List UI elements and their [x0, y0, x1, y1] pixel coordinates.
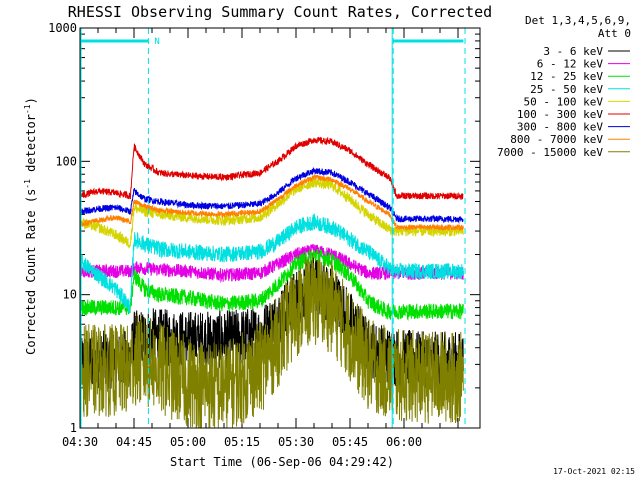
chart-title: RHESSI Observing Summary Count Rates, Co…: [68, 3, 492, 21]
x-axis-label: Start Time (06-Sep-06 04:29:42): [170, 455, 394, 469]
plot-area: 1 10 100 1000 04:30 04:45 05:00 05:15 05:30 05:45…: [48, 21, 481, 449]
y-tick-label: 1: [70, 421, 77, 435]
series-line: [79, 212, 464, 314]
y-tick-label: 100: [55, 154, 77, 168]
legend-label: 50 - 100 keV: [524, 95, 604, 108]
legend-label: 6 - 12 keV: [537, 58, 604, 71]
legend-label: 12 - 25 keV: [530, 70, 603, 83]
series-line: [79, 167, 464, 225]
legend-label: 800 - 7000 keV: [510, 133, 603, 146]
series-line: [79, 177, 464, 249]
legend-header-1: Det 1,3,4,5,6,9,: [525, 14, 631, 27]
x-tick-label: 05:00: [170, 435, 206, 449]
legend-label: 100 - 300 keV: [517, 108, 603, 121]
series-line: [79, 248, 464, 322]
x-tick-label: 05:15: [224, 435, 260, 449]
legend-label: 3 - 6 keV: [543, 45, 603, 58]
series-line: [79, 136, 464, 201]
legend-header-2: Att 0: [598, 27, 631, 40]
x-tick-label: 04:30: [62, 435, 98, 449]
footer-timestamp: 17-Oct-2021 02:15: [553, 467, 635, 476]
y-axis-label: Corrected Count Rate (s-1 detector-1): [23, 97, 38, 355]
x-tick-label: 05:30: [278, 435, 314, 449]
legend-label: 7000 - 15000 keV: [497, 146, 603, 159]
legend-label: 300 - 800 keV: [517, 121, 603, 134]
saa-marker-label: N: [154, 37, 159, 47]
y-tick-label: 10: [63, 288, 77, 302]
x-tick-label: 04:45: [116, 435, 152, 449]
series-line: [79, 173, 464, 232]
y-tick-label: 1000: [48, 21, 77, 35]
legend-label: 25 - 50 keV: [530, 83, 603, 96]
x-tick-label: 05:45: [332, 435, 368, 449]
plot-frame: [79, 27, 481, 429]
x-tick-label: 06:00: [386, 435, 422, 449]
series-line: [79, 253, 464, 429]
